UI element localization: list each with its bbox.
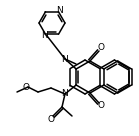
- Text: O: O: [97, 101, 105, 110]
- Text: N: N: [41, 31, 48, 40]
- Text: N: N: [62, 89, 68, 98]
- Text: N: N: [62, 55, 68, 64]
- Text: O: O: [97, 44, 105, 52]
- Text: O: O: [48, 115, 54, 123]
- Text: O: O: [23, 83, 29, 92]
- Text: N: N: [56, 6, 63, 15]
